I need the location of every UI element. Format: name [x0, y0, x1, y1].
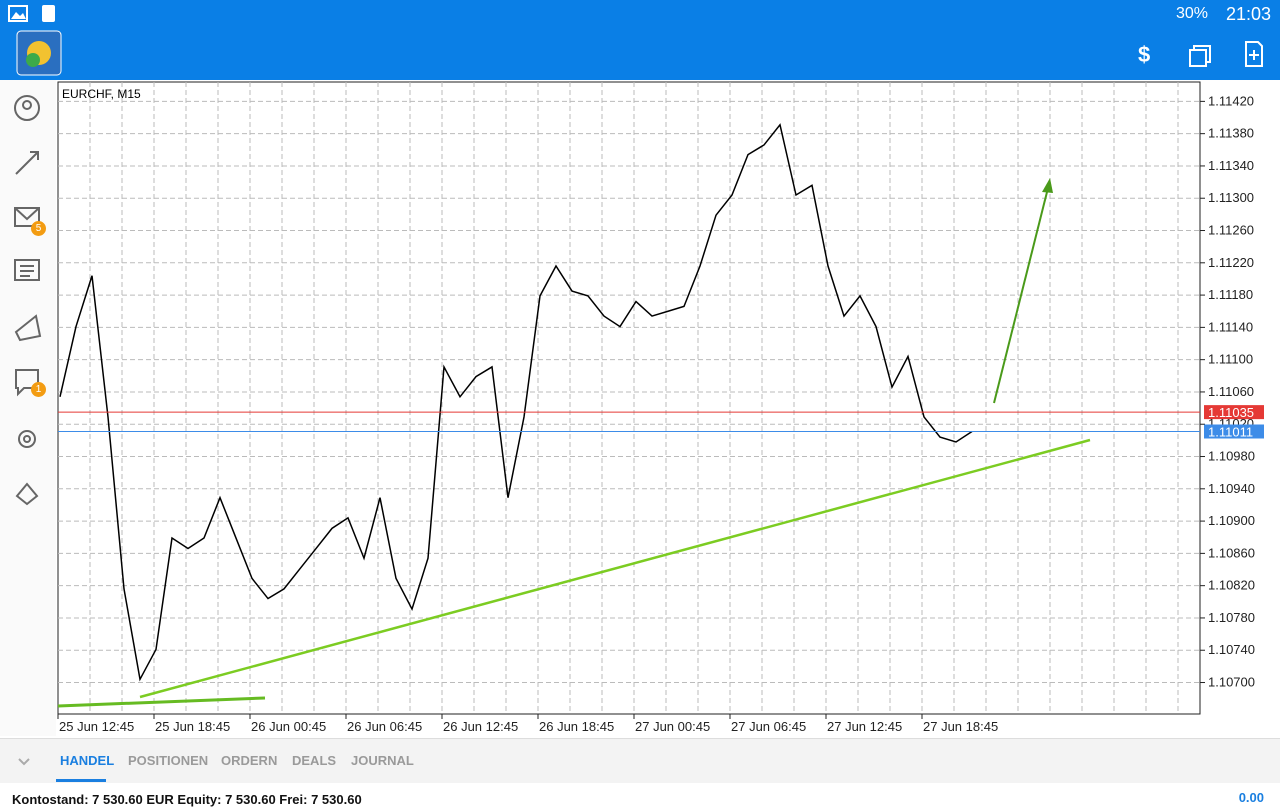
plot-frame — [57, 81, 1201, 715]
price-tag — [1204, 424, 1264, 439]
trend-line — [139, 438, 1091, 699]
toolbar-icons[interactable]: $ — [1130, 34, 1280, 74]
y-tick-label: 1.11300 — [1208, 190, 1254, 205]
y-tick-label: 1.10980 — [1208, 449, 1255, 464]
y-tick-label: 1.11140 — [1208, 319, 1253, 334]
mail-badge: 5 — [31, 221, 46, 236]
sidebar-icons[interactable] — [0, 80, 56, 520]
app-logo[interactable] — [16, 30, 62, 76]
tab[interactable]: ORDERN — [221, 753, 278, 768]
y-tick-label: 1.10900 — [1208, 513, 1255, 528]
trend-line — [57, 696, 266, 708]
status-bar: 30% 21:03 — [0, 0, 1280, 28]
x-tick-label: 27 Jun 06:45 — [731, 719, 806, 734]
x-tick-label: 27 Jun 18:45 — [923, 719, 998, 734]
y-tick-label: 1.10860 — [1208, 545, 1255, 560]
status-icons — [8, 5, 55, 22]
x-tick-label: 26 Jun 00:45 — [251, 719, 326, 734]
toolbar: $ — [0, 28, 1280, 80]
y-tick-label: 1.10740 — [1208, 642, 1255, 657]
y-tick-label: 1.11100 — [1208, 352, 1253, 367]
price-tag-label: 1.11035 — [1208, 405, 1254, 420]
y-tick-label: 1.10780 — [1208, 610, 1255, 625]
chart: EURCHF, M15 1.10700 1.10740 1.10780 1.10820… — [57, 81, 1264, 734]
tab[interactable]: JOURNAL — [351, 753, 414, 768]
svg-text:$: $ — [1138, 42, 1150, 67]
y-tick-label: 1.10820 — [1208, 578, 1255, 593]
tab-bar: HANDEL POSITIONEN ORDERN DEALS JOURNAL — [0, 738, 1280, 783]
footer: Kontostand: 7 530.60 EUR Equity: 7 530.6… — [0, 782, 1280, 807]
tab[interactable]: DEALS — [292, 753, 337, 768]
tab[interactable]: HANDEL — [60, 753, 115, 768]
x-tick-label: 25 Jun 12:45 — [59, 719, 134, 734]
y-tick-label: 1.10700 — [1208, 675, 1255, 690]
y-tick-label: 1.11220 — [1208, 255, 1254, 270]
y-tick-label: 1.11060 — [1208, 384, 1254, 399]
x-tick-label: 27 Jun 12:45 — [827, 719, 902, 734]
chat-badge: 1 — [31, 382, 46, 397]
price-tag-label: 1.11011 — [1208, 424, 1253, 439]
x-tick-label: 26 Jun 18:45 — [539, 719, 614, 734]
y-tick-label: 1.11180 — [1208, 287, 1253, 302]
y-tick-label: 1.11260 — [1208, 223, 1254, 238]
profit: 0.00 — [1238, 790, 1264, 805]
y-tick-label: 1.11380 — [1208, 126, 1254, 141]
x-tick-label: 26 Jun 06:45 — [347, 719, 422, 734]
x-tick-label: 27 Jun 00:45 — [635, 719, 710, 734]
battery: 30% — [1176, 5, 1209, 22]
chart-title: EURCHF, M15 — [62, 87, 141, 101]
price-line — [59, 123, 973, 682]
x-tick-label: 26 Jun 12:45 — [443, 719, 518, 734]
arrow-line — [993, 187, 1049, 404]
arrow-head — [1042, 178, 1053, 193]
tab-indicator — [56, 779, 106, 782]
y-tick-label: 1.11420 — [1208, 93, 1254, 108]
price-tag — [1204, 405, 1264, 420]
sidebar: 5 1 — [0, 80, 56, 736]
collapse[interactable] — [14, 751, 34, 771]
y-tick-label: 1.10940 — [1208, 481, 1255, 496]
tab[interactable]: POSITIONEN — [128, 753, 209, 768]
x-tick-label: 25 Jun 18:45 — [155, 719, 230, 734]
clock: 21:03 — [1226, 4, 1272, 24]
y-tick-label: 1.11340 — [1208, 158, 1254, 173]
